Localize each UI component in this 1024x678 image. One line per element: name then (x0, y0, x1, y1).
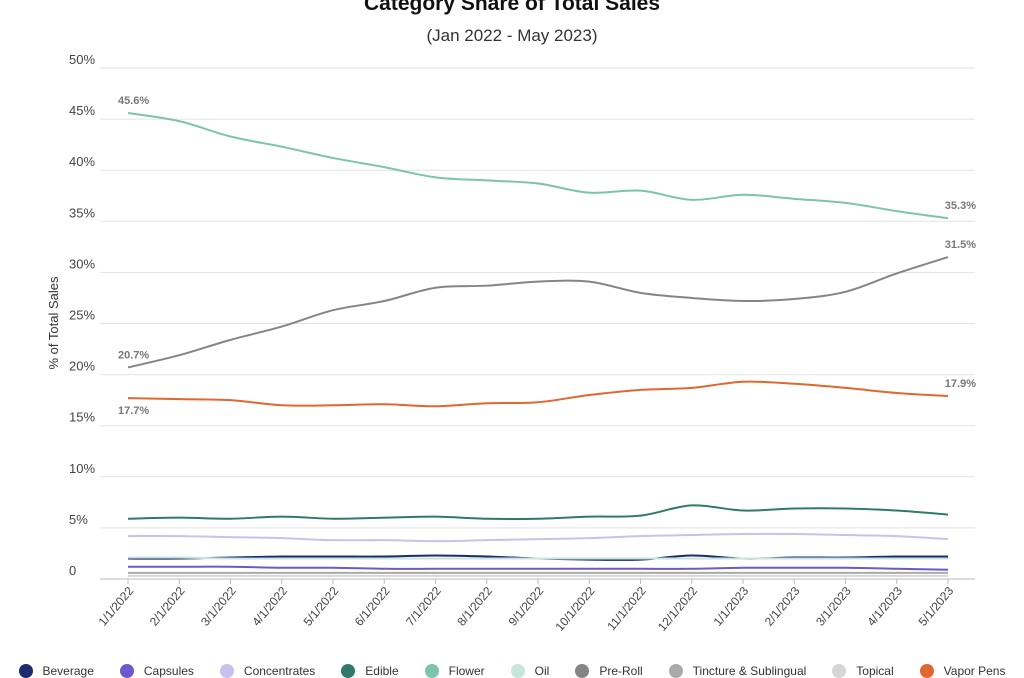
legend-item[interactable]: Edible (341, 664, 399, 678)
data-label: 17.9% (945, 378, 976, 390)
legend-swatch (919, 664, 934, 678)
legend-swatch (119, 664, 134, 678)
legend-item[interactable]: Flower (424, 664, 485, 678)
x-tick-label: 5/1/2022 (301, 584, 342, 629)
legend-label: Topical (856, 664, 894, 678)
x-tick-label: 4/1/2023 (864, 584, 905, 629)
legend-swatch (341, 664, 356, 678)
x-tick-label: 5/1/2023 (916, 584, 957, 629)
y-tick-label: 50% (69, 52, 95, 67)
legend: Beverage Capsules Concentrates Edible Flower… (0, 664, 1024, 678)
x-tick-label: 2/1/2023 (762, 584, 803, 629)
y-tick-label: 10% (69, 461, 95, 476)
x-tick-label: 3/1/2022 (198, 584, 239, 629)
x-tick-label: 10/1/2022 (553, 584, 598, 634)
data-label: 35.3% (945, 200, 976, 212)
legend-swatch (18, 664, 33, 678)
legend-item[interactable]: Tincture & Sublingual (668, 664, 807, 678)
legend-label: Tincture & Sublingual (692, 664, 807, 678)
legend-item[interactable]: Pre-Roll (575, 664, 643, 678)
data-label: 31.5% (945, 239, 976, 251)
chart-subtitle: (Jan 2022 - May 2023) (426, 26, 598, 45)
legend-swatch (832, 664, 847, 678)
legend-label: Concentrates (243, 664, 316, 678)
x-tick-label: 7/1/2022 (403, 584, 444, 629)
data-label: 20.7% (118, 349, 149, 361)
y-axis-label: % of Total Sales (46, 276, 61, 369)
series-line-capsules (128, 565, 949, 571)
x-tick-label: 4/1/2022 (249, 584, 290, 629)
legend-label: Pre-Roll (599, 664, 643, 678)
x-tick-label: 9/1/2022 (506, 584, 547, 629)
legend-item[interactable]: Concentrates (219, 664, 316, 678)
series-line-flower (127, 111, 949, 220)
legend-label: Capsules (143, 664, 194, 678)
legend-item[interactable]: Topical (832, 664, 894, 678)
legend-swatch (424, 664, 439, 678)
legend-label: Beverage (42, 664, 94, 678)
y-axis-ticks: 0 5% 10% 15% 20% 25% 30% 35% 40% 45% 50% (69, 52, 95, 578)
annotation-layer: 45.6% 35.3% 20.7% 31.5% 17.7% 17.9% (118, 95, 976, 417)
series-line-vapor-pens (127, 380, 949, 408)
y-tick-label: 0 (69, 563, 76, 578)
x-tick-label: 3/1/2023 (813, 584, 854, 629)
legend-item[interactable]: Oil (510, 664, 550, 678)
legend-label: Edible (365, 664, 399, 678)
y-tick-label: 5% (69, 512, 88, 527)
x-tick-label: 12/1/2022 (655, 584, 700, 634)
series-layer (127, 111, 949, 577)
series-line-edible (127, 504, 949, 520)
legend-item[interactable]: Capsules (119, 664, 194, 678)
chart-title: Category Share of Total Sales (363, 0, 661, 15)
y-tick-label: 25% (69, 308, 95, 323)
legend-item[interactable]: Beverage (18, 664, 94, 678)
series-line-concentrates (127, 532, 949, 543)
legend-swatch (668, 664, 683, 678)
y-tick-label: 15% (69, 410, 95, 425)
series-line-pre-roll (127, 256, 949, 369)
x-tick-label: 8/1/2022 (454, 584, 495, 629)
legend-label: Vapor Pens (943, 664, 1006, 678)
legend-swatch (575, 664, 590, 678)
grid-layer (100, 67, 975, 580)
legend-label: Oil (534, 664, 550, 678)
x-axis-ticks: 1/1/2022 2/1/2022 3/1/2022 4/1/2022 5/1/2022… (96, 579, 957, 634)
legend-swatch (219, 664, 234, 678)
y-tick-label: 40% (69, 154, 95, 169)
y-tick-label: 20% (69, 359, 95, 374)
data-label: 17.7% (118, 405, 149, 417)
y-tick-label: 30% (69, 256, 95, 271)
legend-swatch (510, 664, 525, 678)
legend-item[interactable]: Vapor Pens (919, 664, 1006, 678)
x-tick-label: 1/1/2023 (711, 584, 752, 629)
y-tick-label: 35% (69, 205, 95, 220)
x-tick-label: 1/1/2022 (96, 584, 137, 629)
series-line-oil (127, 556, 948, 560)
x-tick-label: 6/1/2022 (352, 584, 393, 629)
legend-label: Flower (448, 664, 485, 678)
x-tick-label: 2/1/2022 (147, 584, 188, 629)
x-tick-label: 11/1/2022 (604, 584, 649, 633)
y-tick-label: 45% (69, 103, 95, 118)
data-label: 45.6% (118, 95, 149, 107)
